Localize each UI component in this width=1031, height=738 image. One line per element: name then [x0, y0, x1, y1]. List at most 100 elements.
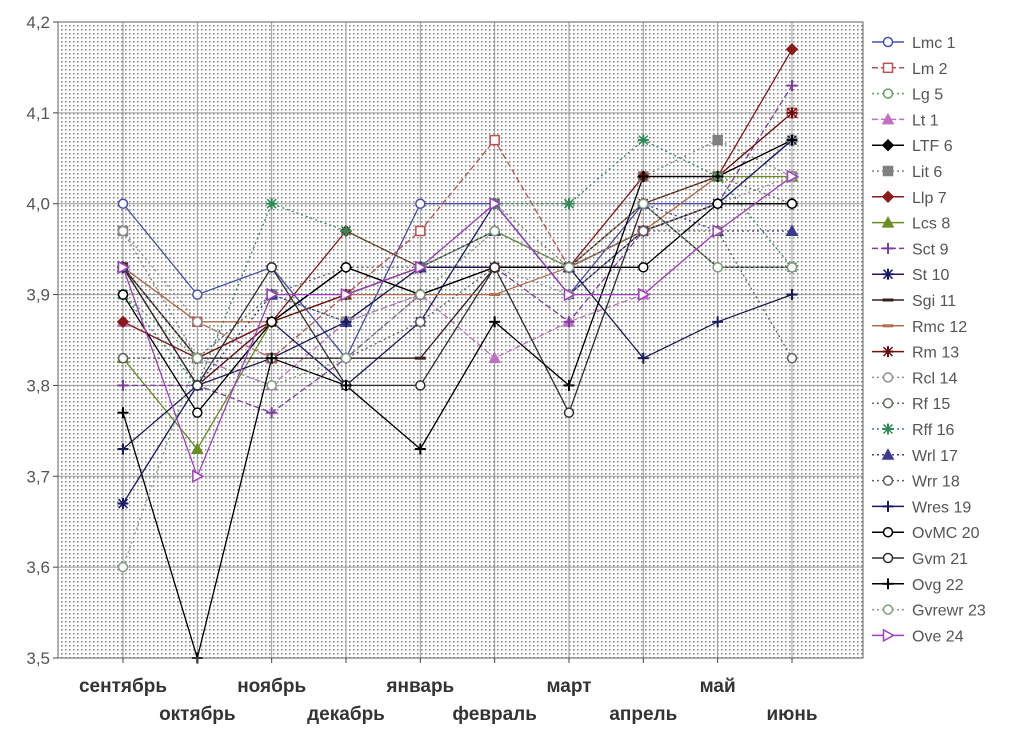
data-point	[340, 287, 354, 302]
legend-swatch-marker	[882, 268, 894, 280]
legend-swatch-marker	[881, 190, 895, 204]
data-point	[340, 352, 352, 364]
legend-label: Llp 7	[912, 190, 947, 207]
data-point	[117, 379, 129, 391]
legend-swatch-marker	[881, 448, 895, 460]
y-tick-label: 4,0	[26, 195, 50, 214]
legend-swatch-marker	[881, 138, 895, 152]
x-tick-label: январь	[385, 676, 454, 697]
legend-item: Rff 16	[872, 422, 955, 439]
data-point	[489, 262, 500, 273]
data-point	[712, 316, 724, 328]
legend-label: Lmc 1	[912, 35, 956, 52]
data-point	[786, 169, 800, 184]
data-point	[489, 134, 500, 146]
data-point	[415, 198, 426, 209]
data-point	[117, 225, 129, 237]
legend-item: Llp 7	[872, 190, 947, 207]
legend-item: LTF 6	[872, 138, 953, 155]
data-point	[712, 262, 723, 273]
marker-stroke	[266, 198, 277, 209]
legend-label: Sct 9	[912, 241, 949, 258]
legend-item: Lt 1	[872, 112, 939, 129]
legend-label: Lm 2	[912, 61, 948, 78]
data-point	[712, 198, 723, 209]
data-point	[192, 352, 203, 364]
data-point	[785, 224, 799, 236]
data-point	[415, 380, 426, 391]
series-line	[122, 139, 793, 387]
data-point	[415, 316, 426, 328]
marker-stroke	[882, 423, 894, 435]
data-point	[117, 198, 129, 209]
legend-label: Lg 5	[912, 87, 943, 104]
legend-label: Wrl 17	[912, 448, 958, 465]
plot-frame	[57, 21, 864, 659]
legend-item: Rm 13	[872, 345, 959, 362]
data-point	[786, 289, 798, 301]
legend-item: Wrl 17	[872, 448, 958, 465]
y-tick-label: 3,8	[26, 376, 50, 395]
marker-stroke	[340, 225, 352, 237]
legend-swatch-marker	[882, 578, 894, 590]
y-tick-label: 3,7	[26, 467, 50, 486]
legend-label: Lcs 8	[912, 216, 950, 233]
data-point	[563, 262, 575, 273]
data-point	[116, 315, 130, 329]
data-point	[637, 352, 649, 364]
legend-swatch-marker	[882, 475, 894, 486]
data-point	[786, 107, 798, 119]
legend-label: Ovg 22	[912, 577, 964, 594]
plot-background	[58, 22, 863, 658]
legend-item: Ove 24	[872, 628, 964, 645]
legend-label: OvMC 20	[912, 525, 980, 542]
data-point	[637, 170, 649, 182]
data-point	[192, 380, 203, 391]
data-point	[489, 196, 502, 211]
data-point	[712, 224, 725, 238]
y-tick-label: 4,1	[26, 104, 50, 123]
series-markers	[116, 43, 800, 664]
data-point	[712, 134, 723, 146]
legend-item: Gvrewr 23	[872, 603, 986, 620]
data-point	[786, 262, 798, 273]
data-point	[415, 225, 426, 237]
data-point	[340, 316, 352, 328]
data-point	[712, 170, 724, 182]
y-tick-label: 3,6	[26, 558, 50, 577]
legend-swatch-marker	[882, 62, 894, 74]
data-point	[489, 225, 500, 237]
x-tick-label: март	[546, 676, 591, 697]
series-line	[122, 203, 792, 387]
y-tick-label: 4,2	[26, 13, 50, 32]
data-point	[340, 262, 352, 273]
data-point	[117, 407, 129, 419]
data-point	[489, 316, 501, 328]
legend-label: Lt 1	[912, 112, 939, 129]
x-tick-label: сентябрь	[79, 676, 167, 697]
legend-label: Rm 13	[912, 345, 959, 362]
data-point	[266, 316, 277, 328]
legend-swatch-marker	[882, 372, 894, 383]
legend-swatch-marker	[882, 165, 894, 177]
legend-label: St 10	[912, 267, 949, 284]
data-point	[190, 442, 204, 455]
y-tick-label: 3,9	[26, 286, 50, 305]
y-tick-label: 3,5	[26, 649, 50, 668]
legend-label: Wrr 18	[912, 474, 960, 491]
legend-item: Lit 6	[872, 164, 942, 181]
data-point	[563, 379, 575, 391]
marker-stroke	[882, 269, 894, 280]
data-point	[786, 134, 798, 146]
x-tick-label: май	[700, 676, 736, 697]
x-tick-label: июнь	[766, 704, 817, 725]
data-point	[638, 287, 651, 302]
legend-label: Gvrewr 23	[912, 603, 986, 620]
marker-stroke	[563, 198, 575, 209]
legend-label: Sgi 11	[912, 293, 956, 310]
legend-label: LTF 6	[912, 138, 953, 155]
legend: Lmc 1 Lm 2 Lg 5 Lt 1 LTF 6 Lit 6 Llp 7 Lcs 8 Sct…	[872, 35, 986, 645]
x-tick-label: февраль	[452, 704, 537, 725]
marker-stroke	[117, 498, 129, 509]
